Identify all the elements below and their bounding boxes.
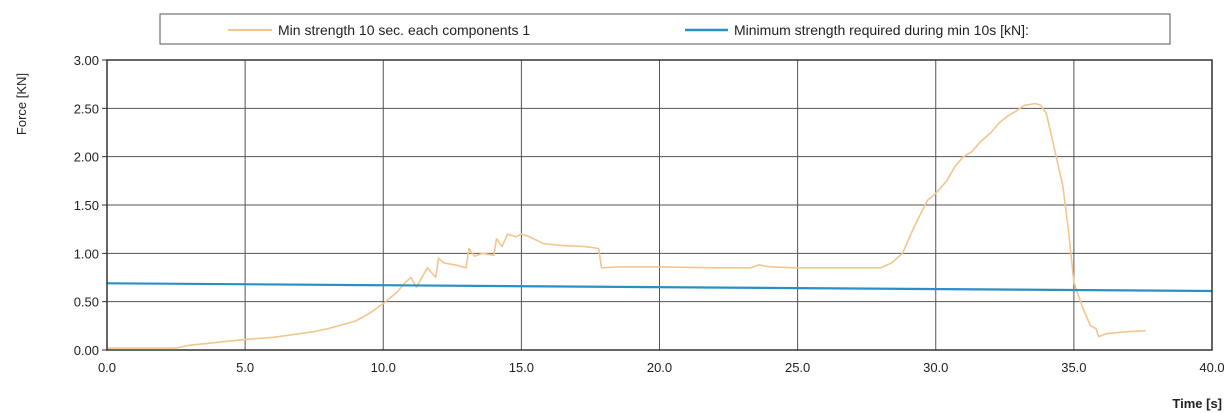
x-tick-label: 35.0 bbox=[1061, 360, 1086, 375]
x-tick-label: 15.0 bbox=[509, 360, 534, 375]
legend-box bbox=[159, 13, 1171, 45]
y-tick-label: 2.00 bbox=[74, 150, 99, 165]
x-tick-label: 25.0 bbox=[785, 360, 810, 375]
legend-label-orange-series: Min strength 10 sec. each components 1 bbox=[278, 22, 530, 38]
tick-labels: 0.0 5.0 10.0 15.0 20.0 25.0 30.0 35.0 40.0 0.00 0.… bbox=[74, 53, 1225, 375]
plot-area-frame bbox=[106, 59, 1213, 351]
data-series bbox=[106, 102, 1213, 349]
y-tick-label: 0.50 bbox=[74, 295, 99, 310]
x-tick-label: 0.0 bbox=[98, 360, 116, 375]
y-tick-label: 3.00 bbox=[74, 53, 99, 68]
series-line-minimum-required bbox=[106, 282, 1213, 293]
y-tick-label: 1.00 bbox=[74, 246, 99, 261]
gridlines bbox=[102, 59, 1213, 351]
y-axis-title: Force [KN] bbox=[14, 73, 29, 135]
x-tick-label: 5.0 bbox=[236, 360, 254, 375]
x-tick-label: 20.0 bbox=[647, 360, 672, 375]
x-tick-label: 40.0 bbox=[1199, 360, 1224, 375]
x-tick-label: 30.0 bbox=[923, 360, 948, 375]
y-tick-label: 1.50 bbox=[74, 198, 99, 213]
x-tick-label: 10.0 bbox=[371, 360, 396, 375]
x-axis-title: Time [s] bbox=[1172, 396, 1222, 411]
y-tick-label: 2.50 bbox=[74, 101, 99, 116]
legend: Min strength 10 sec. each components 1 M… bbox=[159, 13, 1171, 45]
series-line-min-strength-component bbox=[107, 102, 1146, 349]
y-tick-label: 0.00 bbox=[74, 343, 99, 358]
legend-label-blue-series: Minimum strength required during min 10s… bbox=[734, 22, 1029, 38]
